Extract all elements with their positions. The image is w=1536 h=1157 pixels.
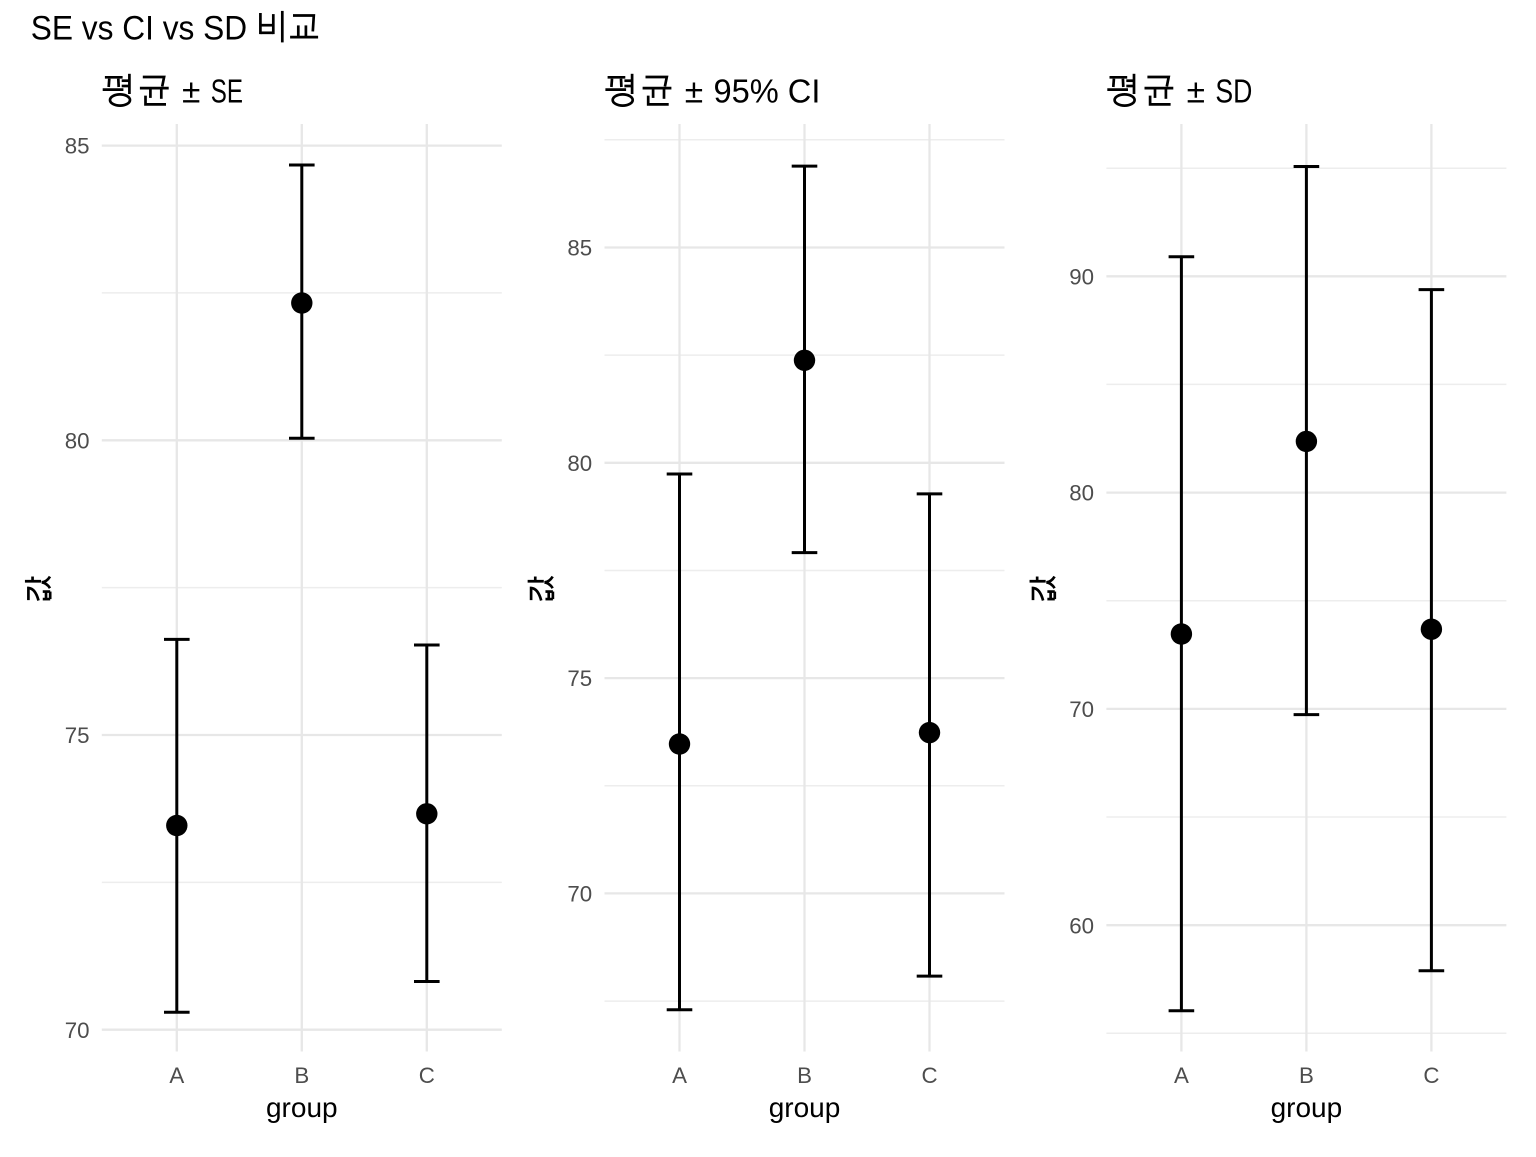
svg-text:80: 80 xyxy=(1069,481,1094,506)
svg-text:A: A xyxy=(672,1063,687,1088)
svg-text:B: B xyxy=(1299,1063,1314,1088)
svg-text:75: 75 xyxy=(567,666,592,691)
svg-text:70: 70 xyxy=(1069,697,1094,722)
svg-text:A: A xyxy=(1174,1063,1189,1088)
svg-text:B: B xyxy=(294,1063,309,1088)
svg-text:B: B xyxy=(797,1063,812,1088)
svg-text:85: 85 xyxy=(65,134,90,159)
svg-text:group: group xyxy=(266,1092,338,1123)
svg-text:SD: SD xyxy=(1215,74,1252,111)
svg-text:C: C xyxy=(1423,1063,1439,1088)
svg-text:C: C xyxy=(921,1063,937,1088)
svg-text:90: 90 xyxy=(1069,264,1094,289)
svg-text:±: ± xyxy=(1187,74,1205,111)
svg-text:group: group xyxy=(769,1092,841,1123)
svg-text:±: ± xyxy=(182,74,200,111)
svg-text:70: 70 xyxy=(65,1018,90,1043)
svg-text:group: group xyxy=(1271,1092,1343,1123)
svg-text:80: 80 xyxy=(567,451,592,476)
svg-text:80: 80 xyxy=(65,428,90,453)
svg-text:75: 75 xyxy=(65,723,90,748)
svg-text:±: ± xyxy=(685,74,703,111)
svg-text:70: 70 xyxy=(567,882,592,907)
svg-text:60: 60 xyxy=(1069,913,1094,938)
svg-text:A: A xyxy=(169,1063,184,1088)
svg-text:95% CI: 95% CI xyxy=(714,74,821,111)
svg-text:85: 85 xyxy=(567,236,592,261)
svg-text:SE vs CI vs SD: SE vs CI vs SD xyxy=(31,10,247,48)
svg-text:SE: SE xyxy=(211,74,243,111)
svg-text:C: C xyxy=(419,1063,435,1088)
